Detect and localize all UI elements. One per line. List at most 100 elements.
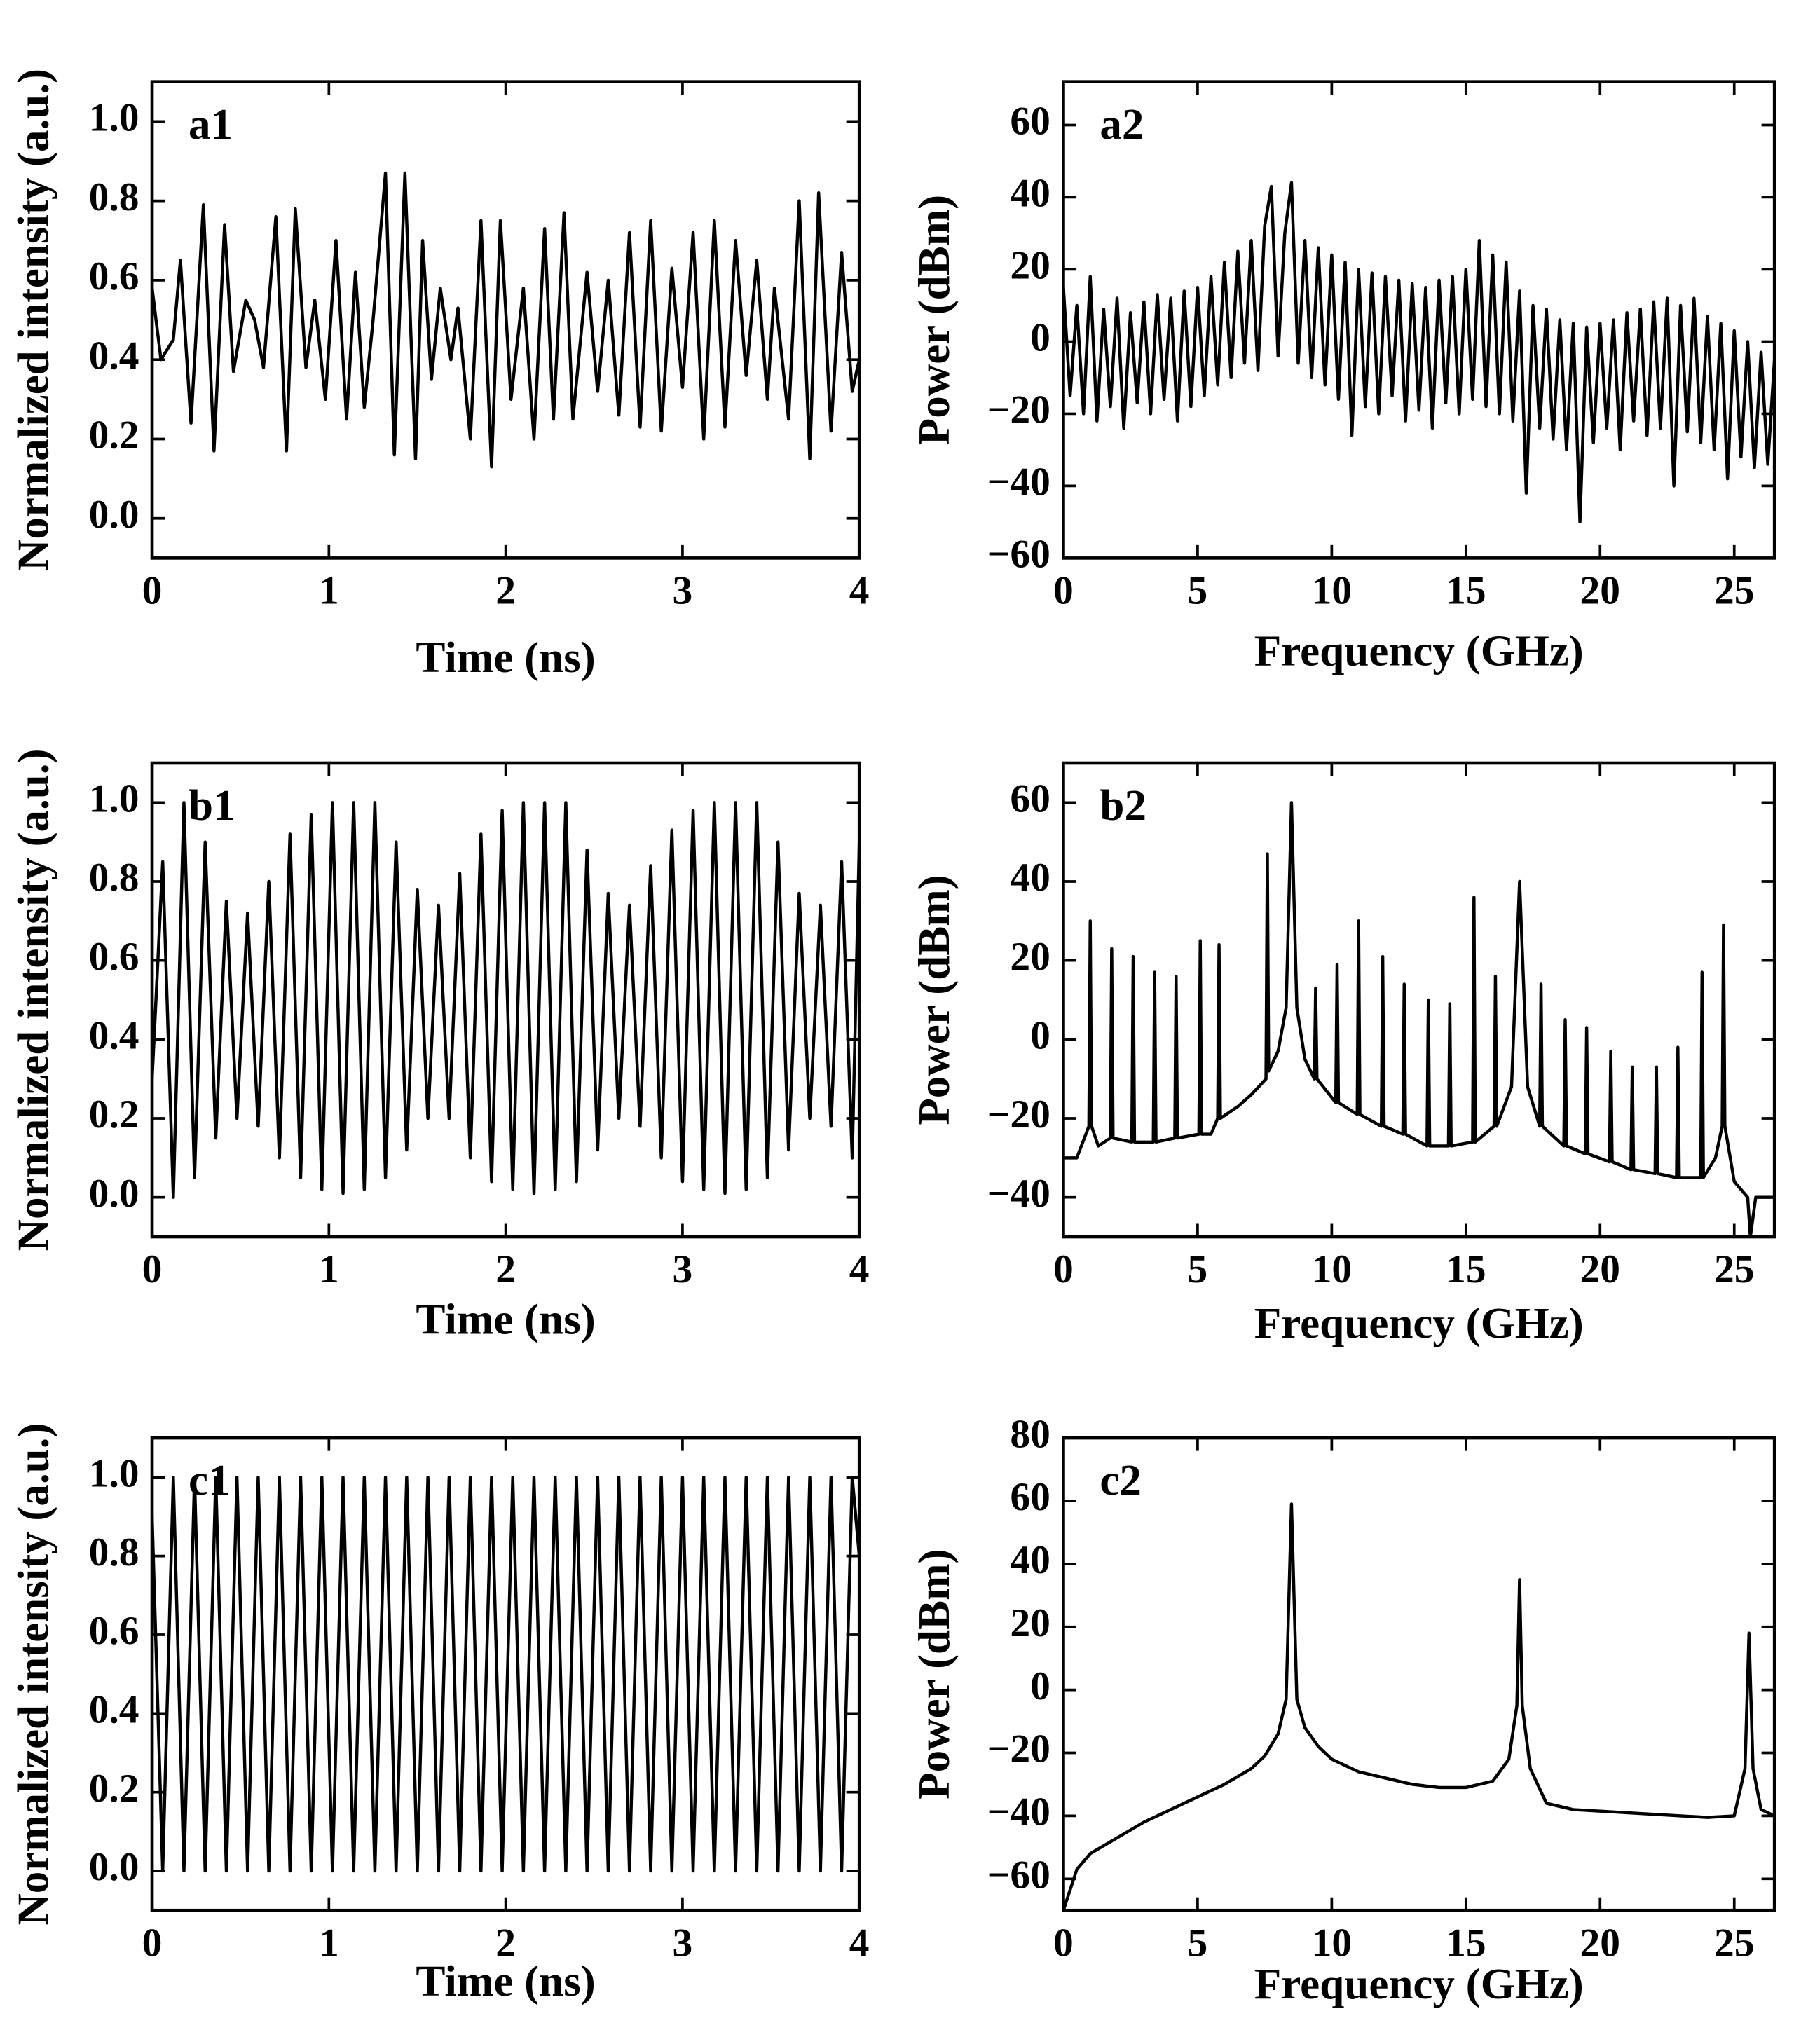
y-tick-label: 0 xyxy=(1030,1664,1050,1708)
y-tick-label: 40 xyxy=(1010,856,1050,900)
y-tick-label: −20 xyxy=(987,388,1050,432)
signal-line xyxy=(1063,181,1775,524)
y-tick-label: −40 xyxy=(987,1172,1050,1216)
y-tick-label: 20 xyxy=(1010,1601,1050,1645)
panel-label: c1 xyxy=(189,1455,231,1504)
x-tick-label: 0 xyxy=(142,568,163,612)
y-tick-label: 40 xyxy=(1010,1538,1050,1582)
y-axis-label: Normalized intensity (a.u.) xyxy=(8,69,57,571)
x-tick-label: 10 xyxy=(1312,1921,1352,1965)
x-tick-label: 15 xyxy=(1446,1921,1486,1965)
y-tick-label: 1.0 xyxy=(89,96,139,140)
x-tick-label: 1 xyxy=(319,568,339,612)
y-tick-label: −20 xyxy=(987,1727,1050,1771)
y-tick-label: 0.4 xyxy=(89,334,139,378)
x-tick-label: 10 xyxy=(1312,1247,1352,1291)
signal-line xyxy=(1063,801,1775,1237)
axes-frame xyxy=(1062,80,1776,560)
x-tick-label: 0 xyxy=(1053,568,1074,612)
y-tick-label: 0.4 xyxy=(89,1688,139,1732)
x-axis-label: Time (ns) xyxy=(416,633,595,682)
x-tick-label: 25 xyxy=(1714,1247,1754,1291)
y-tick-label: 0.8 xyxy=(89,175,139,219)
y-tick-label: 1.0 xyxy=(89,777,139,821)
y-tick-label: −60 xyxy=(987,1853,1050,1898)
x-tick-label: 2 xyxy=(495,568,516,612)
x-tick-label: 0 xyxy=(142,1247,163,1291)
x-tick-label: 25 xyxy=(1714,1921,1754,1965)
y-axis-label: Power (dBm) xyxy=(910,874,959,1125)
y-tick-label: −40 xyxy=(987,1790,1050,1834)
y-tick-label: 1.0 xyxy=(89,1451,139,1495)
y-tick-label: 0.0 xyxy=(89,1845,139,1889)
x-axis-label: Time (ns) xyxy=(416,1295,595,1344)
x-axis-label: Frequency (GHz) xyxy=(1254,1959,1584,2008)
panel-label: a1 xyxy=(189,100,233,149)
x-tick-label: 4 xyxy=(849,568,870,612)
x-tick-label: 5 xyxy=(1188,1247,1208,1291)
x-tick-label: 1 xyxy=(319,1247,339,1291)
x-tick-label: 2 xyxy=(495,1247,516,1291)
x-tick-label: 0 xyxy=(1053,1921,1074,1965)
y-axis-label: Normalized intensity (a.u.) xyxy=(8,749,57,1251)
y-tick-label: −60 xyxy=(987,533,1050,577)
y-tick-label: 0 xyxy=(1030,1014,1050,1058)
y-tick-label: 80 xyxy=(1010,1412,1050,1456)
y-tick-label: 60 xyxy=(1010,1475,1050,1519)
y-tick-label: 20 xyxy=(1010,244,1050,288)
x-tick-label: 15 xyxy=(1446,1247,1486,1291)
y-tick-label: 0.0 xyxy=(89,1172,139,1216)
y-axis-label: Power (dBm) xyxy=(910,195,959,445)
y-tick-label: −20 xyxy=(987,1092,1050,1137)
x-tick-label: 3 xyxy=(673,1921,693,1965)
x-tick-label: 3 xyxy=(673,568,693,612)
axes-frame xyxy=(1062,1436,1776,1912)
y-tick-label: 0.6 xyxy=(89,254,139,299)
signal-line xyxy=(1063,1502,1775,1911)
x-tick-label: 25 xyxy=(1714,568,1754,612)
y-tick-label: 20 xyxy=(1010,935,1050,979)
x-tick-label: 20 xyxy=(1580,1921,1620,1965)
x-tick-label: 2 xyxy=(495,1921,516,1965)
axes-frame xyxy=(150,761,861,1239)
panel-label: a2 xyxy=(1100,100,1144,149)
y-tick-label: 0.6 xyxy=(89,935,139,979)
y-tick-label: 0.0 xyxy=(89,493,139,537)
y-tick-label: 0.4 xyxy=(89,1014,139,1058)
x-tick-label: 3 xyxy=(673,1247,693,1291)
x-tick-label: 0 xyxy=(142,1921,163,1965)
y-tick-label: 60 xyxy=(1010,777,1050,821)
x-tick-label: 4 xyxy=(849,1921,870,1965)
panel-label: b1 xyxy=(189,781,235,830)
y-tick-label: 0.2 xyxy=(89,1092,139,1137)
y-axis-label: Normalized intensity (a.u.) xyxy=(8,1423,57,1926)
x-axis-label: Time (ns) xyxy=(416,1956,595,2005)
signal-line xyxy=(152,171,860,469)
x-axis-label: Frequency (GHz) xyxy=(1254,626,1584,675)
y-tick-label: 0.8 xyxy=(89,1530,139,1575)
y-tick-label: 0.2 xyxy=(89,413,139,458)
x-tick-label: 4 xyxy=(849,1247,870,1291)
signal-line xyxy=(152,1476,860,1873)
y-tick-label: 0.6 xyxy=(89,1609,139,1653)
y-tick-label: 60 xyxy=(1010,100,1050,144)
panel-label: c2 xyxy=(1100,1455,1142,1504)
y-tick-label: 0.2 xyxy=(89,1767,139,1811)
x-tick-label: 5 xyxy=(1188,568,1208,612)
x-axis-label: Frequency (GHz) xyxy=(1254,1298,1584,1347)
x-tick-label: 1 xyxy=(319,1921,339,1965)
y-tick-label: 40 xyxy=(1010,172,1050,216)
panel-label: b2 xyxy=(1100,781,1146,830)
x-tick-label: 0 xyxy=(1053,1247,1074,1291)
signal-line xyxy=(152,801,860,1199)
axes-frame xyxy=(1062,761,1776,1239)
x-tick-label: 5 xyxy=(1188,1921,1208,1965)
y-tick-label: 0.8 xyxy=(89,856,139,900)
y-tick-label: 0 xyxy=(1030,316,1050,360)
y-axis-label: Power (dBm) xyxy=(910,1549,959,1799)
y-tick-label: −40 xyxy=(987,460,1050,505)
x-tick-label: 20 xyxy=(1580,1247,1620,1291)
x-tick-label: 15 xyxy=(1446,568,1486,612)
